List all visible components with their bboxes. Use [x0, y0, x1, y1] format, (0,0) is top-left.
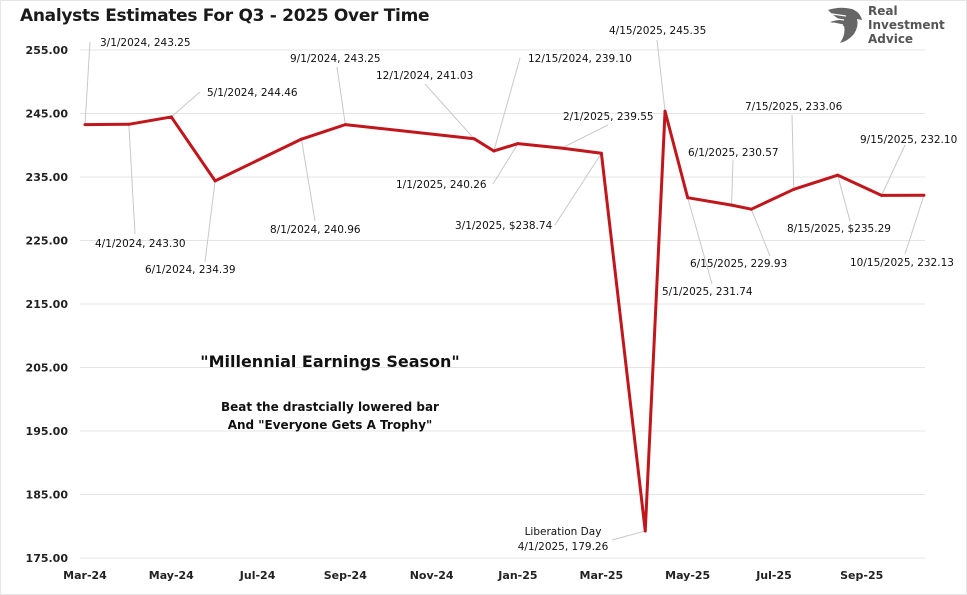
leader-line	[656, 39, 666, 112]
y-tick-label: 205.00	[26, 362, 69, 375]
leader-line	[424, 83, 475, 140]
data-point	[560, 146, 564, 150]
data-label: 6/15/2025, 229.93	[690, 258, 787, 270]
x-tick-label: Jan-25	[497, 569, 537, 582]
x-tick-label: Mar-24	[63, 569, 107, 582]
y-tick-label: 215.00	[26, 298, 69, 311]
data-point	[792, 187, 796, 191]
leader-line	[561, 124, 609, 149]
leader-line	[554, 152, 602, 226]
data-label: 7/15/2025, 233.06	[745, 101, 843, 113]
y-tick-label: 225.00	[26, 235, 69, 248]
data-point	[169, 115, 173, 119]
data-label: 3/1/2024, 243.25	[100, 37, 191, 49]
data-label: 8/15/2025, $235.29	[787, 223, 891, 235]
y-tick-label: 195.00	[26, 425, 69, 438]
leader-line	[731, 159, 734, 206]
leader-line	[750, 209, 771, 257]
leader-line	[881, 144, 906, 196]
leader-line	[170, 91, 201, 118]
leader-line	[204, 180, 216, 263]
annotation-line1: Beat the drastcially lowered bar	[221, 400, 439, 414]
logo-text: Real Investment Advice	[868, 4, 945, 46]
x-tick-label: Jul-25	[755, 569, 792, 582]
data-point	[730, 203, 734, 207]
leader-line	[687, 197, 713, 285]
x-tick-label: May-25	[665, 569, 710, 582]
data-label: 9/15/2025, 232.10	[860, 134, 957, 146]
y-tick-label: 185.00	[26, 489, 69, 502]
data-point	[599, 151, 603, 155]
leader-line	[300, 139, 316, 222]
data-label: 2/1/2025, 239.55	[563, 111, 654, 123]
data-point	[492, 149, 496, 153]
x-tick-label: Mar-25	[580, 569, 624, 582]
data-point	[880, 193, 884, 197]
data-point	[83, 123, 87, 127]
data-label: 5/1/2024, 244.46	[207, 87, 298, 99]
logo-line2: Investment	[868, 18, 945, 32]
data-label: 8/1/2024, 240.96	[270, 224, 361, 236]
data-label: 6/1/2024, 234.39	[145, 264, 236, 276]
data-label: 10/15/2025, 232.13	[850, 257, 954, 269]
annotation-line2: And "Everyone Gets A Trophy"	[227, 418, 433, 432]
y-tick-label: 255.00	[26, 44, 69, 57]
x-tick-label: Sep-24	[324, 569, 367, 582]
data-point	[516, 142, 520, 146]
leader-line	[791, 114, 795, 190]
data-label: 1/1/2025, 240.26	[396, 179, 487, 191]
annotation-body: Beat the drastcially lowered bar And "Ev…	[150, 398, 510, 434]
data-label: 4/1/2024, 243.30	[95, 238, 186, 250]
data-point	[343, 123, 347, 127]
data-point	[472, 137, 476, 141]
series-line	[84, 109, 924, 533]
eagle-logo-icon	[828, 7, 862, 43]
data-point	[749, 207, 753, 211]
leader-line	[493, 57, 521, 152]
data-label: 12/15/2024, 239.10	[528, 53, 632, 65]
data-label: 4/15/2025, 245.35	[609, 25, 706, 37]
x-tick-label: Jul-24	[239, 569, 276, 582]
leader-line	[611, 530, 646, 541]
leader-line	[904, 195, 925, 255]
leader-line	[336, 66, 346, 125]
data-point	[663, 109, 667, 113]
x-tick-label: Nov-24	[410, 569, 454, 582]
data-point	[922, 193, 926, 197]
data-label: 4/1/2025, 179.26	[518, 541, 609, 553]
data-label: 9/1/2024, 243.25	[290, 53, 381, 65]
data-point	[299, 137, 303, 141]
data-point	[686, 196, 690, 200]
data-label: 6/1/2025, 230.57	[688, 147, 779, 159]
data-point	[836, 173, 840, 177]
data-point	[127, 122, 131, 126]
leader-line	[492, 143, 519, 185]
logo-line1: Real	[868, 4, 898, 18]
x-tick-label: Sep-25	[840, 569, 883, 582]
annotation-headline: "Millennial Earnings Season"	[200, 352, 460, 371]
logo-line3: Advice	[868, 32, 914, 46]
leader-line	[84, 41, 91, 125]
chart-title: Analysts Estimates For Q3 - 2025 Over Ti…	[20, 6, 430, 26]
y-tick-label: 235.00	[26, 171, 69, 184]
data-point	[213, 179, 217, 183]
y-tick-label: 175.00	[26, 552, 69, 565]
data-label: 3/1/2025, $238.74	[455, 220, 553, 232]
leader-line	[128, 124, 136, 235]
data-label-prefix: Liberation Day	[525, 526, 602, 538]
x-tick-label: May-24	[149, 569, 194, 582]
data-point	[643, 529, 647, 533]
y-tick-label: 245.00	[26, 108, 69, 121]
data-label: 12/1/2024, 241.03	[376, 70, 473, 82]
data-label: 5/1/2025, 231.74	[662, 286, 753, 298]
leader-line	[837, 175, 851, 222]
